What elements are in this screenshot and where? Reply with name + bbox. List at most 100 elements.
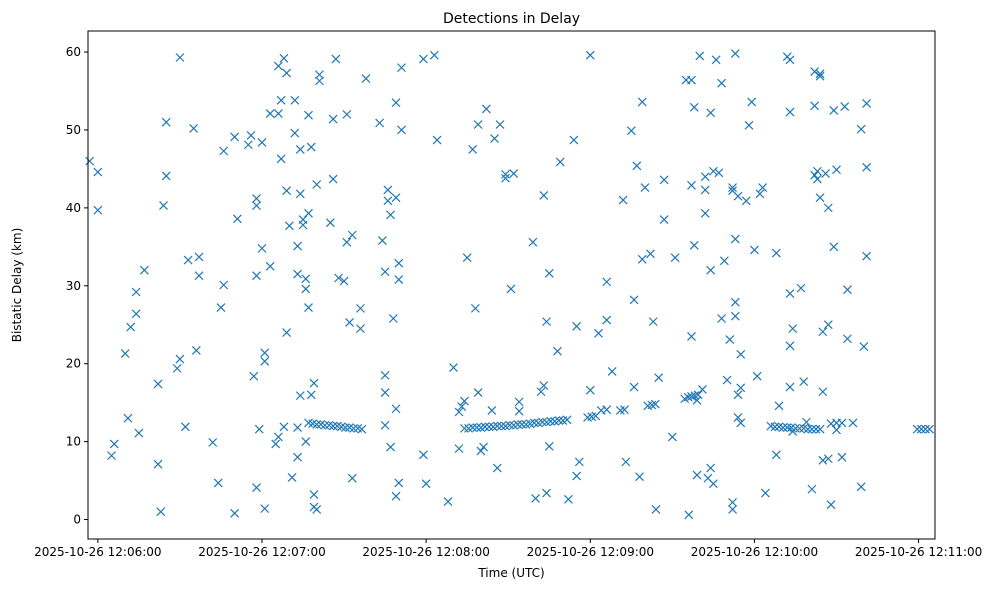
x-marker (629, 295, 639, 305)
x-marker (536, 387, 546, 397)
data-point-marker (85, 156, 95, 166)
data-point-marker (175, 354, 185, 364)
x-marker (293, 423, 302, 433)
data-point-marker (770, 422, 780, 432)
x-marker (175, 53, 185, 62)
x-marker (383, 196, 393, 206)
x-marker (689, 240, 699, 250)
x-marker (544, 268, 554, 278)
data-point-marker (785, 382, 795, 392)
data-point-marker (156, 507, 166, 517)
data-point-marker (454, 407, 464, 417)
data-point-marker (479, 442, 489, 452)
x-marker (260, 356, 270, 366)
x-marker (513, 420, 523, 429)
data-point-marker (120, 349, 130, 358)
data-point-marker (651, 504, 661, 514)
x-marker (774, 401, 784, 411)
data-point-marker (700, 185, 710, 195)
x-marker (341, 423, 350, 433)
data-point-marker (815, 71, 825, 81)
data-point-marker (341, 423, 350, 433)
data-point-marker (304, 110, 313, 120)
data-point-marker (328, 114, 338, 124)
x-marker (284, 221, 294, 231)
data-point-marker (553, 346, 562, 356)
x-marker (271, 439, 281, 449)
x-marker (394, 258, 404, 268)
x-marker (823, 454, 833, 464)
data-point-marker (750, 245, 759, 255)
data-point-marker (377, 236, 387, 246)
x-marker (811, 424, 821, 434)
data-point-marker (139, 265, 149, 275)
x-marker (153, 379, 163, 389)
x-marker (733, 390, 743, 400)
x-marker (418, 54, 428, 64)
x-marker (695, 51, 705, 61)
x-marker (815, 424, 825, 434)
x-marker (546, 416, 556, 426)
data-point-marker (276, 95, 286, 105)
data-point-marker (505, 420, 515, 430)
x-marker (293, 241, 302, 251)
data-point-marker (788, 427, 798, 436)
data-point-marker (771, 450, 781, 460)
x-marker (626, 126, 636, 136)
x-marker (725, 335, 735, 344)
data-point-marker (380, 370, 390, 380)
x-marker (505, 420, 515, 430)
data-point-marker (719, 256, 729, 266)
x-marker (306, 142, 316, 152)
data-point-marker (708, 166, 718, 176)
y-tick-label: 50 (66, 123, 81, 137)
data-point-marker (687, 180, 696, 190)
x-marker (916, 424, 926, 434)
data-point-marker (635, 472, 644, 482)
x-marker (594, 328, 603, 338)
x-marker (273, 432, 283, 442)
x-marker (818, 455, 828, 465)
x-marker (646, 249, 655, 259)
x-marker (309, 378, 319, 388)
data-point-marker (862, 99, 872, 108)
x-marker (572, 321, 582, 331)
x-marker (468, 145, 478, 154)
data-point-marker (654, 373, 664, 383)
data-point-marker (823, 320, 833, 330)
data-point-marker (730, 311, 740, 321)
data-point-marker (687, 331, 696, 341)
x-marker (85, 156, 95, 166)
x-marker (542, 488, 551, 498)
data-point-marker (391, 491, 401, 501)
x-marker (687, 391, 696, 401)
data-point-marker (862, 162, 872, 172)
x-marker (476, 446, 486, 456)
data-point-marker (554, 416, 564, 425)
x-marker (632, 161, 642, 171)
x-marker (356, 324, 365, 334)
x-tick-label: 2025-10-26 12:11:00 (855, 545, 982, 559)
x-marker (812, 174, 822, 184)
x-marker (156, 507, 166, 517)
data-point-marker (730, 234, 740, 244)
x-marker (432, 135, 442, 145)
data-point-marker (273, 109, 283, 119)
data-point-marker (219, 280, 229, 290)
data-point-marker (481, 104, 491, 114)
x-marker (690, 391, 700, 401)
data-point-marker (815, 424, 825, 434)
data-point-marker (443, 497, 453, 507)
x-marker (730, 49, 740, 59)
data-point-marker (252, 271, 261, 281)
x-marker (730, 297, 740, 307)
data-point-marker (306, 390, 316, 400)
x-marker (470, 303, 480, 313)
x-marker (131, 309, 141, 319)
data-point-marker (778, 423, 788, 433)
x-marker (468, 423, 478, 433)
data-point-marker (273, 432, 283, 442)
data-point-marker (755, 189, 765, 199)
x-marker (778, 423, 788, 433)
x-marker (829, 106, 839, 115)
